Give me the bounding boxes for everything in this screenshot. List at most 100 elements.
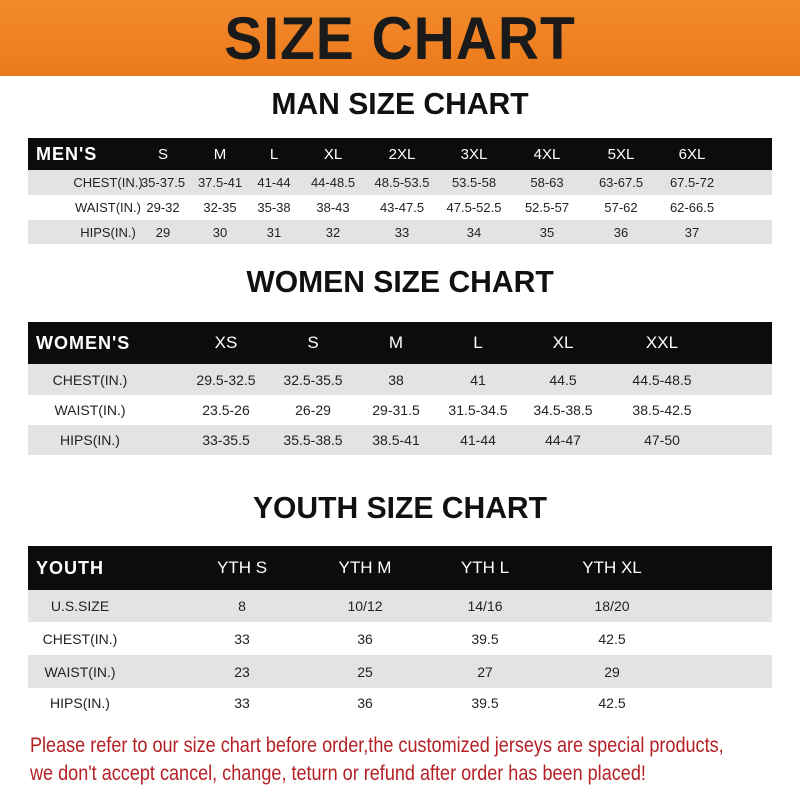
youth-section-title: YOUTH SIZE CHART xyxy=(252,490,548,525)
table-row: WAIST(IN.) 23.5-26 26-29 29-31.5 31.5-34.5 34… xyxy=(28,395,772,425)
measurement-cell: 48.5-53.5 xyxy=(374,175,430,190)
measurement-cell: 39.5 xyxy=(471,695,499,711)
measurement-cell: 27 xyxy=(477,663,493,680)
measurement-cell: 32 xyxy=(325,224,341,240)
women-section-title: WOMEN SIZE CHART xyxy=(246,264,554,299)
size-header: 5XL xyxy=(607,145,635,163)
table-label: WOMEN'S xyxy=(36,332,131,353)
measurement-cell: 37 xyxy=(684,224,700,240)
size-header: XL xyxy=(323,145,343,163)
size-header: 2XL xyxy=(388,145,416,163)
measurement-cell: 23.5-26 xyxy=(202,402,250,418)
measurement-cell: 29 xyxy=(604,663,620,680)
measurement-cell: 34 xyxy=(466,224,482,240)
header-row: YOUTH YTH S YTH M YTH L YTH XL xyxy=(28,546,772,590)
row-label: WAIST(IN.) xyxy=(54,402,126,418)
measurement-cell: 14/16 xyxy=(467,598,503,614)
notice-line-1: Please refer to our size chart before or… xyxy=(30,734,724,757)
table-row: CHEST(IN.) 35-37.5 37.5-41 41-44 44-48.5 48.5… xyxy=(28,170,772,195)
measurement-cell: 29.5-32.5 xyxy=(196,371,256,388)
row-label: HIPS(IN.) xyxy=(50,695,110,711)
measurement-cell: 37.5-41 xyxy=(197,175,243,190)
size-header: XXL xyxy=(645,333,679,352)
measurement-cell: 29-31.5 xyxy=(372,402,420,418)
measurement-cell: 36 xyxy=(357,630,373,647)
measurement-cell: 32.5-35.5 xyxy=(283,371,343,388)
size-header: M xyxy=(388,333,404,352)
measurement-cell: 35.5-38.5 xyxy=(283,432,343,448)
row-label: CHEST(IN.) xyxy=(73,175,143,190)
size-header: XS xyxy=(214,333,238,352)
table-row: HIPS(IN.) 29 30 31 32 33 34 35 36 37 xyxy=(28,220,772,244)
measurement-cell: 38-43 xyxy=(316,200,350,215)
size-header: YTH L xyxy=(460,558,510,577)
measurement-cell: 36 xyxy=(613,224,629,240)
row-label: CHEST(IN.) xyxy=(42,630,118,647)
measurement-cell: 33-35.5 xyxy=(202,432,250,448)
measurement-cell: 47.5-52.5 xyxy=(446,200,502,215)
measurement-cell: 10/12 xyxy=(347,598,383,614)
measurement-cell: 44-47 xyxy=(545,432,581,448)
measurement-cell: 33 xyxy=(394,224,410,240)
measurement-cell: 41-44 xyxy=(257,175,291,190)
measurement-cell: 67.5-72 xyxy=(669,175,715,190)
measurement-cell: 44.5 xyxy=(549,371,577,388)
table-row: CHEST(IN.) 33 36 39.5 42.5 xyxy=(28,622,772,655)
table-row: HIPS(IN.) 33 36 39.5 42.5 xyxy=(28,688,772,718)
measurement-cell: 35-38 xyxy=(257,200,291,215)
measurement-cell: 29-32 xyxy=(146,200,180,215)
measurement-cell: 42.5 xyxy=(598,695,626,711)
measurement-cell: 23 xyxy=(234,663,250,680)
measurement-cell: 38 xyxy=(388,371,404,388)
measurement-cell: 32-35 xyxy=(203,200,237,215)
size-header: M xyxy=(213,145,227,163)
banner-title: SIZE CHART xyxy=(224,5,576,72)
measurement-cell: 36 xyxy=(357,695,373,711)
measurement-cell: 43-47.5 xyxy=(379,200,425,215)
measurement-cell: 18/20 xyxy=(594,598,630,614)
measurement-cell: 63-67.5 xyxy=(598,175,644,190)
table-label: MEN'S xyxy=(36,143,98,164)
table-label: YOUTH xyxy=(36,557,104,578)
table-row: CHEST(IN.) 29.5-32.5 32.5-35.5 38 41 44.5 44.5… xyxy=(28,364,772,395)
measurement-cell: 35-37.5 xyxy=(140,175,186,190)
row-label: U.S.SIZE xyxy=(50,598,110,614)
size-header: 3XL xyxy=(460,145,488,163)
size-header: S xyxy=(157,145,169,163)
table-row: HIPS(IN.) 33-35.5 35.5-38.5 38.5-41 41-44 44-… xyxy=(28,425,772,455)
row-label: CHEST(IN.) xyxy=(52,371,128,388)
size-header: S xyxy=(307,333,319,352)
size-header: YTH XL xyxy=(582,558,642,577)
notice-line-2: we don't accept cancel, change, teturn o… xyxy=(30,762,646,785)
measurement-cell: 44.5-48.5 xyxy=(632,371,692,388)
measurement-cell: 39.5 xyxy=(471,630,499,647)
measurement-cell: 33 xyxy=(234,695,250,711)
row-label: HIPS(IN.) xyxy=(60,432,120,448)
measurement-cell: 31 xyxy=(266,224,282,240)
measurement-cell: 29 xyxy=(155,224,171,240)
measurement-cell: 30 xyxy=(212,224,228,240)
size-header: 4XL xyxy=(533,145,561,163)
measurement-cell: 42.5 xyxy=(598,630,626,647)
measurement-cell: 57-62 xyxy=(604,200,638,215)
measurement-cell: 47-50 xyxy=(644,432,680,448)
measurement-cell: 33 xyxy=(234,630,250,647)
header-row: WOMEN'S XS S M L XL XXL xyxy=(28,322,772,364)
size-header: 6XL xyxy=(678,145,706,163)
measurement-cell: 34.5-38.5 xyxy=(533,402,593,418)
measurement-cell: 26-29 xyxy=(295,402,331,418)
measurement-cell: 53.5-58 xyxy=(451,175,497,190)
measurement-cell: 38.5-42.5 xyxy=(632,402,692,418)
measurement-cell: 8 xyxy=(238,598,246,614)
measurement-cell: 58-63 xyxy=(530,175,564,190)
size-header: YTH M xyxy=(338,558,392,577)
table-row: U.S.SIZE 8 10/12 14/16 18/20 xyxy=(28,590,772,622)
measurement-cell: 62-66.5 xyxy=(669,200,715,215)
measurement-cell: 52.5-57 xyxy=(524,200,570,215)
measurement-cell: 25 xyxy=(357,663,373,680)
row-label: HIPS(IN.) xyxy=(80,224,136,240)
measurement-cell: 44-48.5 xyxy=(310,175,356,190)
measurement-cell: 31.5-34.5 xyxy=(448,402,508,418)
row-label: WAIST(IN.) xyxy=(44,663,116,680)
table-row: WAIST(IN.) 29-32 32-35 35-38 38-43 43-47.5 47.… xyxy=(28,195,772,220)
